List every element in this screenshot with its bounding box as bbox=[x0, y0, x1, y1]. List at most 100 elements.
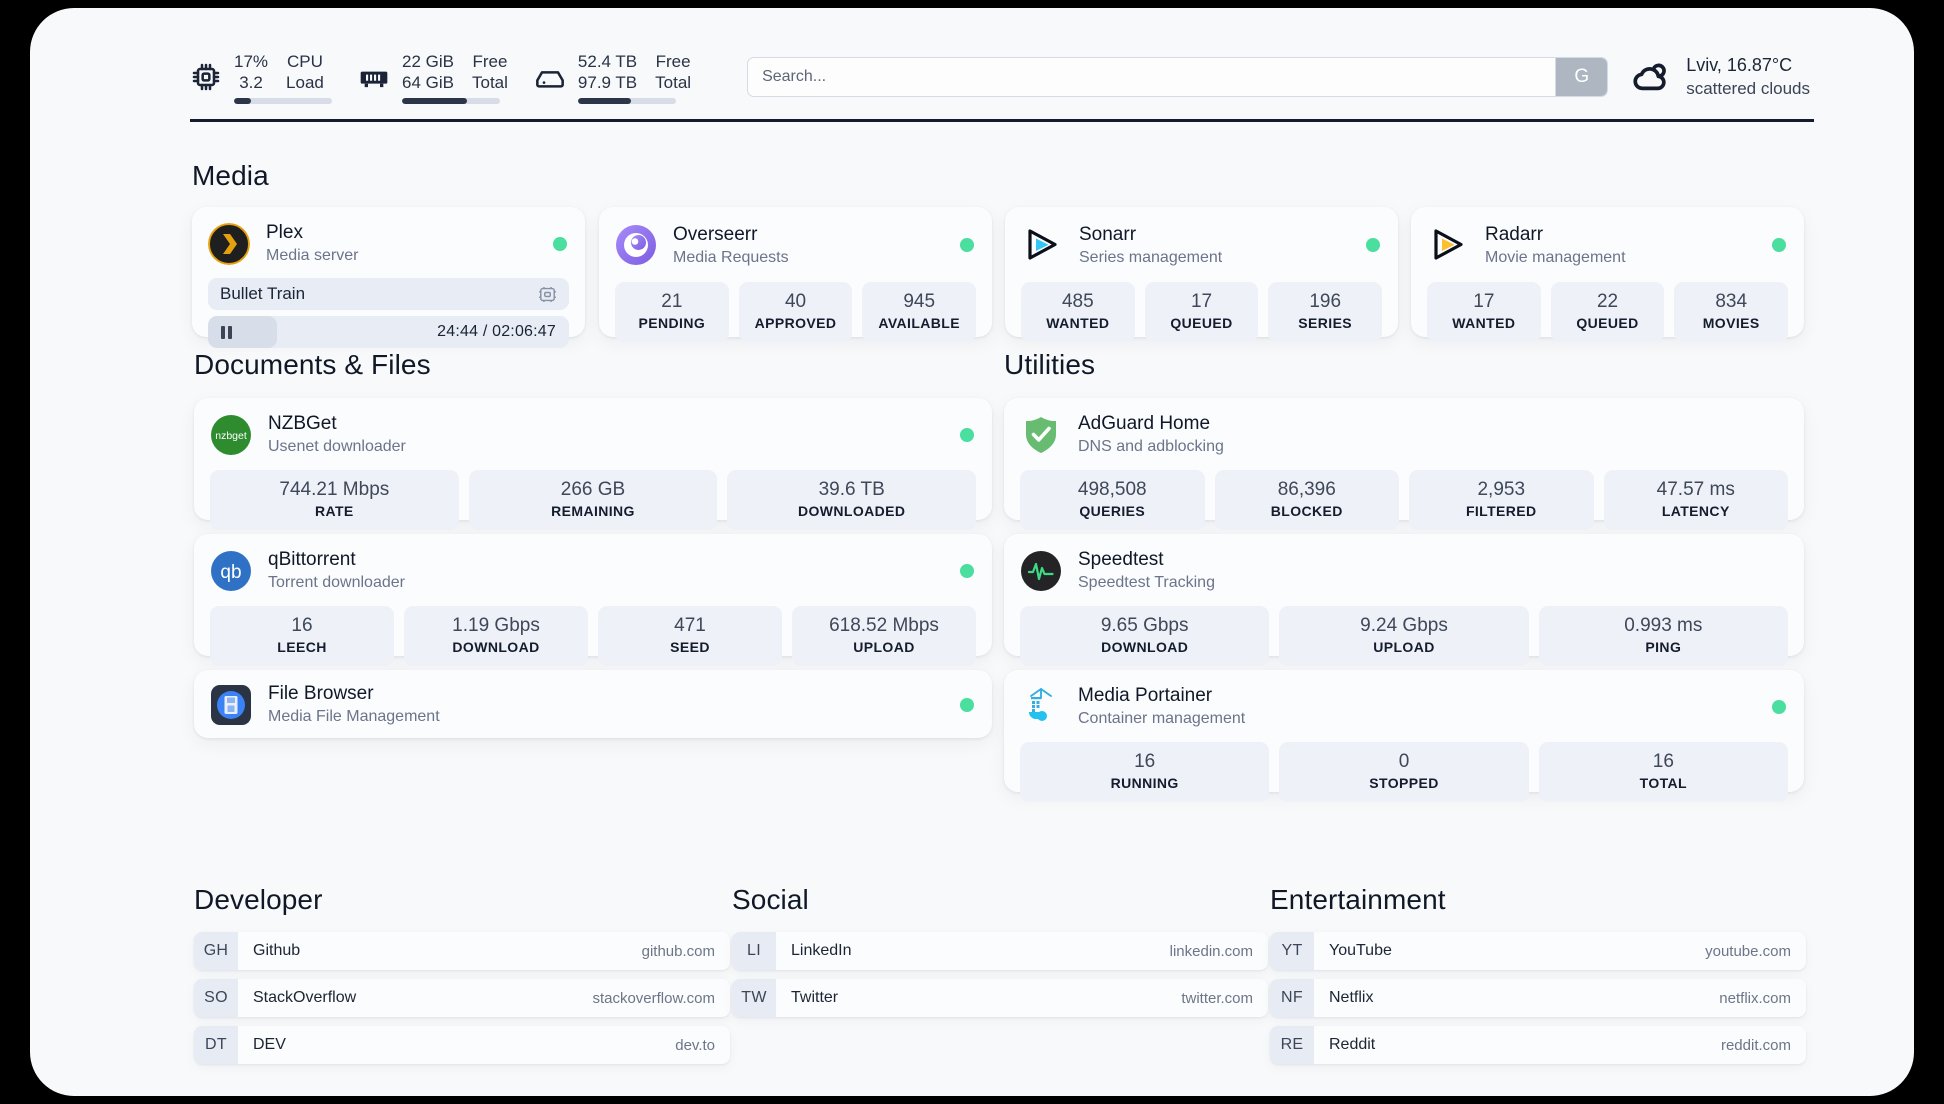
stat-value: 17 bbox=[1190, 291, 1213, 312]
section-title-media: Media bbox=[192, 160, 269, 191]
stats-row: 744.21 Mbps RATE 266 GB REMAINING 39.6 T… bbox=[210, 470, 977, 530]
overseerr-subtitle: Media Requests bbox=[673, 248, 789, 266]
filebrowser-subtitle: Media File Management bbox=[268, 708, 440, 725]
utilities-section-title-wrap: Utilities bbox=[1004, 349, 1095, 381]
stat-cell: 2,953 FILTERED bbox=[1409, 470, 1594, 530]
stat-cell: 47.57 ms LATENCY bbox=[1603, 470, 1788, 530]
cpu-label-bottom: Load bbox=[286, 73, 324, 92]
cast-icon[interactable] bbox=[538, 285, 557, 304]
service-card-portainer[interactable]: Media Portainer Container management 16 … bbox=[1004, 670, 1804, 802]
speedtest-logo-icon bbox=[1020, 550, 1062, 592]
cpu-icon bbox=[190, 61, 222, 93]
stat-value: 9.24 Gbps bbox=[1360, 615, 1448, 636]
bookmark-badge: NF bbox=[1270, 979, 1314, 1017]
stat-value: 744.21 Mbps bbox=[279, 479, 390, 500]
nzbget-logo-icon: nzbget bbox=[210, 414, 252, 456]
bookmark-name: Netflix bbox=[1329, 989, 1374, 1006]
stat-value: 9.65 Gbps bbox=[1100, 615, 1189, 636]
memory-stat-group: 22 GiB 64 GiB Free Total bbox=[358, 49, 508, 104]
portainer-subtitle: Container management bbox=[1078, 710, 1246, 727]
card-header: Plex Media server bbox=[208, 221, 569, 266]
search-engine-button[interactable]: G bbox=[1555, 57, 1608, 96]
status-dot-online bbox=[553, 236, 567, 251]
stats-row: 17 WANTED 22 QUEUED 834 MOVIES bbox=[1427, 282, 1789, 342]
radarr-subtitle: Movie management bbox=[1485, 248, 1626, 266]
stat-value: 16 bbox=[1652, 751, 1674, 772]
stat-cell: 945 AVAILABLE bbox=[862, 282, 977, 342]
stat-label: QUEUED bbox=[1170, 315, 1233, 331]
adguard-subtitle: DNS and adblocking bbox=[1078, 438, 1224, 455]
bookmark-url: reddit.com bbox=[1720, 1036, 1791, 1054]
bookmark-name: DEV bbox=[253, 1036, 286, 1053]
stat-label: PING bbox=[1645, 639, 1682, 655]
section-title-documents: Documents & Files bbox=[194, 349, 431, 380]
stat-cell: 0 STOPPED bbox=[1279, 742, 1529, 802]
service-card-speedtest[interactable]: Speedtest Speedtest Tracking 9.65 Gbps D… bbox=[1004, 534, 1804, 666]
stat-label: DOWNLOAD bbox=[452, 639, 540, 655]
card-header: Sonarr Series management bbox=[1021, 221, 1382, 269]
service-card-nzbget[interactable]: nzbget NZBGet Usenet downloader 744.21 M… bbox=[194, 398, 992, 530]
bookmark-item[interactable]: TW Twitter twitter.com bbox=[732, 979, 1268, 1017]
service-card-radarr[interactable]: Radarr Movie management 17 WANTED 22 QUE… bbox=[1411, 207, 1804, 342]
card-header: AdGuard Home DNS and adblocking bbox=[1020, 412, 1788, 457]
bookmark-item[interactable]: SO StackOverflow stackoverflow.com bbox=[194, 979, 730, 1017]
plex-now-playing-title: Bullet Train bbox=[220, 284, 306, 303]
stat-cell: 16 TOTAL bbox=[1538, 742, 1788, 802]
bookmark-item[interactable]: LI LinkedIn linkedin.com bbox=[732, 932, 1268, 970]
stat-label: QUERIES bbox=[1079, 503, 1146, 519]
service-card-plex[interactable]: Plex Media server Bullet Train bbox=[192, 207, 585, 348]
stat-cell: 618.52 Mbps UPLOAD bbox=[792, 606, 976, 666]
stat-value: 196 bbox=[1309, 291, 1342, 312]
bookmark-title-entertainment: Entertainment bbox=[1270, 884, 1446, 915]
bookmark-url: stackoverflow.com bbox=[592, 989, 715, 1007]
stat-cell: 834 MOVIES bbox=[1674, 282, 1789, 342]
bookmark-url: twitter.com bbox=[1181, 989, 1253, 1007]
cpu-label-top: CPU bbox=[286, 52, 323, 71]
bookmark-name: StackOverflow bbox=[253, 989, 357, 1006]
bookmark-title-developer: Developer bbox=[194, 884, 323, 915]
bookmark-item[interactable]: RE Reddit reddit.com bbox=[1270, 1026, 1806, 1064]
disk-label-top: Free bbox=[655, 52, 691, 71]
sonarr-logo-icon bbox=[1021, 224, 1063, 266]
stat-cell: 1.19 Gbps DOWNLOAD bbox=[404, 606, 588, 666]
service-card-qbittorrent[interactable]: qb qBittorrent Torrent downloader 16 LEE… bbox=[194, 534, 992, 666]
qbittorrent-logo-icon: qb bbox=[210, 550, 252, 592]
plex-now-playing-row[interactable]: Bullet Train bbox=[208, 278, 569, 310]
portainer-name: Media Portainer bbox=[1078, 685, 1213, 706]
plex-subtitle: Media server bbox=[266, 247, 359, 264]
service-card-adguard[interactable]: AdGuard Home DNS and adblocking 498,508 … bbox=[1004, 398, 1804, 530]
bookmark-item[interactable]: YT YouTube youtube.com bbox=[1270, 932, 1806, 970]
bookmark-url: youtube.com bbox=[1705, 942, 1791, 960]
bookmark-name: YouTube bbox=[1329, 942, 1392, 959]
status-dot-online bbox=[1772, 699, 1786, 714]
stat-cell: 17 WANTED bbox=[1427, 282, 1541, 342]
bookmark-item[interactable]: NF Netflix netflix.com bbox=[1270, 979, 1806, 1017]
disk-total: 97.9 TB bbox=[577, 73, 638, 92]
media-section-title-wrap: Media bbox=[192, 160, 269, 192]
stats-row: 485 WANTED 17 QUEUED 196 SERIES bbox=[1021, 282, 1383, 342]
search-box[interactable]: G bbox=[747, 56, 1609, 97]
plex-progress-bar[interactable]: 24:44 / 02:06:47 bbox=[208, 316, 569, 348]
status-dot-online bbox=[960, 427, 974, 442]
bookmark-url: dev.to bbox=[675, 1036, 715, 1054]
memory-free: 22 GiB bbox=[402, 52, 454, 71]
qbittorrent-subtitle: Torrent downloader bbox=[268, 574, 405, 591]
service-card-sonarr[interactable]: Sonarr Series management 485 WANTED 17 Q… bbox=[1005, 207, 1398, 342]
bookmark-url: linkedin.com bbox=[1169, 942, 1253, 960]
service-card-overseerr[interactable]: Overseerr Media Requests 21 PENDING 40 A… bbox=[599, 207, 992, 342]
pause-icon[interactable] bbox=[221, 325, 232, 339]
stats-row: 9.65 Gbps DOWNLOAD 9.24 Gbps UPLOAD 0.99… bbox=[1020, 606, 1788, 666]
cpu-stat-group: 17% 3.2 CPU Load bbox=[190, 49, 332, 104]
search-input[interactable] bbox=[748, 57, 1556, 96]
memory-total: 64 GiB bbox=[402, 73, 454, 92]
cloud-icon bbox=[1630, 56, 1672, 98]
stat-label: QUEUED bbox=[1576, 315, 1639, 331]
stats-row: 21 PENDING 40 APPROVED 945 AVAILABLE bbox=[615, 282, 977, 342]
card-header: nzbget NZBGet Usenet downloader bbox=[210, 412, 976, 457]
bookmark-item[interactable]: GH Github github.com bbox=[194, 932, 730, 970]
service-card-filebrowser[interactable]: File Browser Media File Management bbox=[194, 670, 992, 738]
bookmark-badge: TW bbox=[732, 979, 776, 1017]
stat-label: WANTED bbox=[1046, 315, 1110, 331]
status-dot-online bbox=[960, 697, 974, 712]
bookmark-item[interactable]: DT DEV dev.to bbox=[194, 1026, 730, 1064]
